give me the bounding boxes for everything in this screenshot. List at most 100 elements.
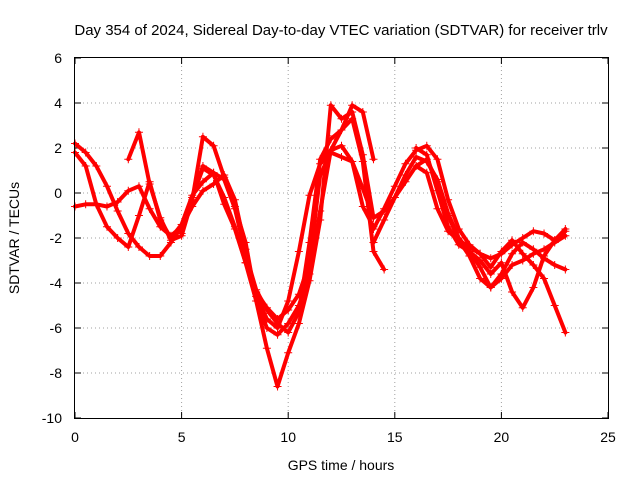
data-point [305, 276, 314, 285]
data-point [113, 234, 122, 242]
data-point [422, 141, 431, 150]
data-point [124, 186, 133, 195]
data-point [134, 182, 143, 191]
x-axis-label: GPS time / hours [288, 457, 395, 473]
data-point [262, 344, 271, 353]
data-point [156, 252, 165, 260]
data-point [497, 247, 506, 256]
y-axis-label: SDTVAR / TECUs [6, 182, 22, 294]
x-tick-label: 0 [71, 429, 79, 445]
data-point [102, 182, 111, 191]
data-point [252, 288, 261, 296]
data-point [433, 186, 442, 195]
data-point [294, 247, 303, 256]
data-point [198, 162, 207, 170]
data-point [476, 263, 485, 272]
data-point [198, 177, 207, 186]
data-point [486, 263, 495, 272]
grid [75, 58, 608, 418]
data-point [518, 303, 527, 312]
data-point [508, 261, 517, 269]
data-point [561, 231, 570, 240]
data-point [476, 249, 485, 258]
data-point [81, 200, 90, 209]
x-tick-label: 5 [178, 429, 186, 445]
data-point [422, 168, 431, 177]
data-point [380, 216, 389, 224]
data-point [220, 173, 229, 182]
data-point [358, 108, 367, 116]
data-point [465, 240, 474, 249]
data-point [326, 148, 335, 157]
data-point [92, 200, 101, 209]
series-sat-i [412, 162, 570, 292]
data-point [316, 216, 325, 224]
data-point [518, 256, 527, 265]
data-point [284, 328, 293, 337]
data-point [390, 182, 399, 191]
data-point [145, 252, 154, 260]
data-point [230, 202, 239, 211]
data-point [134, 243, 143, 251]
data-point [220, 200, 229, 209]
data-point [369, 213, 378, 222]
data-point [284, 297, 293, 305]
data-point [241, 258, 250, 267]
data-point [412, 144, 421, 152]
data-point [102, 222, 111, 231]
y-tick-label: 6 [54, 50, 62, 66]
data-point [124, 155, 133, 164]
data-point [369, 225, 378, 233]
series-line [73, 116, 387, 335]
data-point [422, 150, 431, 159]
data-point [316, 155, 325, 164]
x-tick-label: 10 [280, 429, 296, 445]
data-point [337, 141, 346, 150]
data-point [230, 225, 239, 233]
data-point [540, 229, 549, 238]
data-point [401, 159, 410, 168]
data-point [305, 191, 314, 200]
data-point [294, 319, 303, 328]
data-point [124, 243, 133, 251]
data-point [486, 283, 495, 292]
data-point [369, 238, 378, 247]
data-point [540, 245, 549, 254]
data-point [486, 270, 495, 278]
data-point [92, 162, 101, 170]
y-tick-label: 2 [54, 140, 62, 156]
y-tick-label: 4 [54, 95, 62, 111]
data-point [348, 157, 357, 166]
data-point [166, 236, 175, 245]
data-point [529, 249, 538, 258]
y-tick-label: -2 [50, 230, 63, 246]
data-point [326, 101, 335, 110]
data-point [348, 108, 357, 116]
data-point [358, 150, 367, 159]
x-tick-label: 25 [600, 429, 616, 445]
x-tick-label: 20 [494, 429, 510, 445]
y-tick-label: -10 [42, 410, 62, 426]
data-point [529, 283, 538, 292]
data-point [561, 265, 570, 274]
data-point [550, 261, 559, 269]
data-point [145, 204, 154, 213]
y-tick-label: -4 [50, 275, 63, 291]
data-point [369, 155, 378, 164]
data-point [518, 238, 527, 247]
data-point [401, 171, 410, 179]
data-point [561, 328, 570, 337]
y-tick-label: -6 [50, 320, 63, 336]
data-point [337, 114, 346, 123]
data-point [209, 168, 218, 177]
data-point [113, 207, 122, 215]
data-point [529, 227, 538, 236]
chart-title: Day 354 of 2024, Sidereal Day-to-day VTE… [74, 22, 608, 39]
data-point [369, 247, 378, 256]
data-point [273, 315, 282, 323]
data-point [412, 153, 421, 161]
data-point [198, 132, 207, 141]
data-point [476, 256, 485, 265]
data-point [476, 274, 485, 283]
